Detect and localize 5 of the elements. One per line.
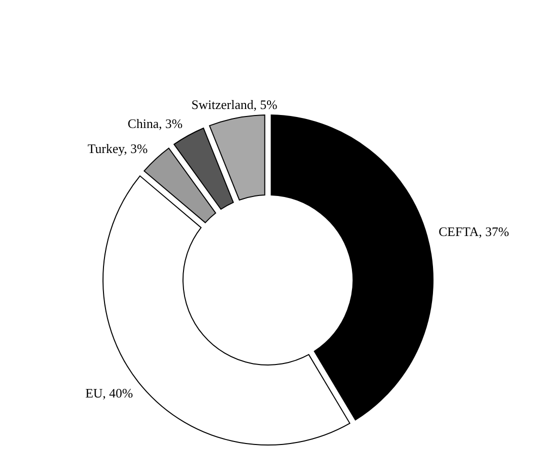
slice-label: China, 3%	[128, 116, 183, 131]
slice-label: Switzerland, 5%	[191, 97, 278, 112]
slice-label: CEFTA, 37%	[438, 224, 510, 239]
slice-label: Turkey, 3%	[88, 141, 148, 156]
slice-label: EU, 40%	[85, 385, 134, 400]
